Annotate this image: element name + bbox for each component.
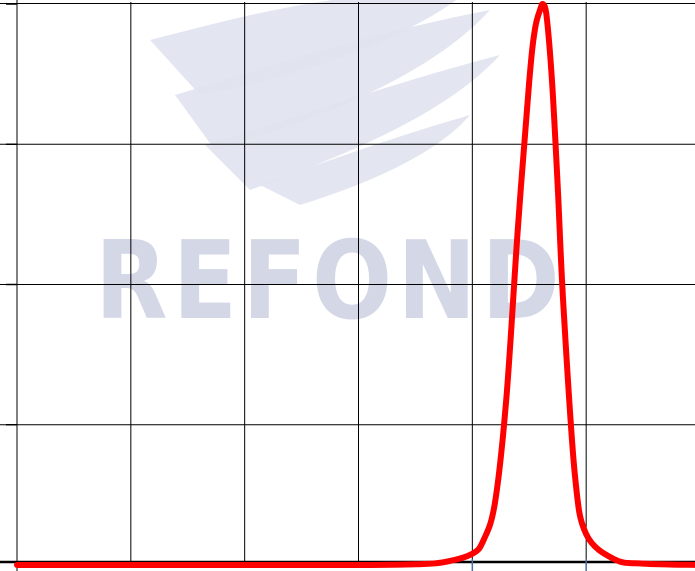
series-layer [14,1,695,569]
series-line-1 [14,1,695,569]
watermark-swoosh-1 [150,0,457,95]
watermark-text: REFOND [95,219,565,344]
watermark-swoosh-2 [175,10,490,150]
watermark: REFOND [95,0,565,344]
watermark-swoosh-3 [205,55,500,190]
watermark-swoosh-4 [260,115,470,205]
